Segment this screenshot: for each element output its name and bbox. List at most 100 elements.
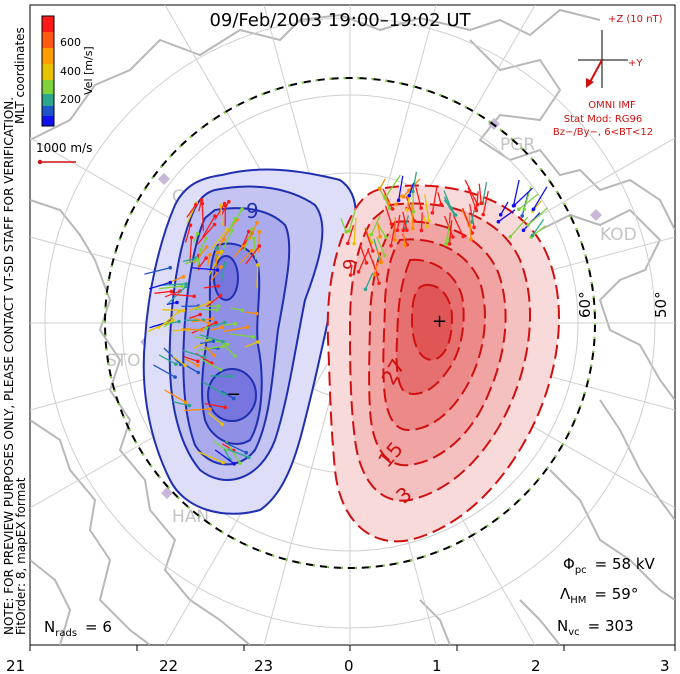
velocity-vector-origin <box>255 263 260 267</box>
velocity-vector-origin <box>377 187 382 191</box>
velocity-vector-origin <box>179 284 184 288</box>
velocity-vector-origin <box>204 256 208 260</box>
velocity-vector-origin <box>469 237 473 241</box>
scale-vector-arrow <box>37 159 76 165</box>
velocity-vector <box>443 190 452 209</box>
velocity-vector <box>412 171 418 192</box>
velocity-vector-origin <box>251 335 256 339</box>
velocity-vector <box>184 356 199 362</box>
lambda-sub: HM <box>570 595 586 606</box>
velocity-vector-origin <box>211 339 216 344</box>
velocity-vector <box>188 313 201 320</box>
velocity-vector <box>411 202 414 229</box>
velocity-vector <box>206 254 211 266</box>
velocity-vector-origin <box>403 243 407 248</box>
velocity-vector-origin <box>393 238 397 242</box>
velocity-vector <box>364 228 374 252</box>
station-label-kod: KOD <box>600 225 637 245</box>
velocity-vector <box>422 215 428 227</box>
velocity-vector-origin <box>369 232 374 237</box>
velocity-vector-origin <box>475 202 480 207</box>
velocity-vector-origin <box>419 228 424 233</box>
velocity-vector-origin <box>427 219 431 223</box>
velocity-vector-origin <box>255 220 259 225</box>
stat-phi-pc: Φpc = 58 kV <box>563 555 656 576</box>
velocity-vector-origin <box>382 253 387 258</box>
velocity-vector <box>424 194 430 222</box>
velocity-vector-origin <box>346 241 350 246</box>
velocity-vector <box>512 179 520 206</box>
velocity-vector-origin <box>521 228 526 232</box>
imf-source-label: OMNI IMF <box>588 100 636 111</box>
velocity-colorbar <box>41 15 55 127</box>
velocity-vector-origin <box>230 229 234 233</box>
velocity-vector-origin <box>177 319 181 324</box>
velocity-vector <box>172 400 190 407</box>
velocity-vector-origin <box>449 206 453 210</box>
velocity-vector-origin <box>508 235 513 239</box>
velocity-vector <box>453 215 464 237</box>
stat-lambda-hm: ΛHM = 59° <box>560 585 638 606</box>
station-label-pgr: PGR <box>500 135 535 155</box>
imf-condition-label: Bz−/By−, 6<BT<12 <box>553 127 653 138</box>
preview-note: NOTE: FOR PREVIEW PURPOSES ONLY, PLEASE … <box>2 97 16 635</box>
velocity-vector <box>183 408 211 412</box>
velocity-vector-origin <box>254 311 259 316</box>
velocity-vectors <box>144 171 549 466</box>
velocity-vector-origin <box>405 208 409 212</box>
velocity-vector <box>340 218 347 233</box>
velocity-vector <box>214 449 235 465</box>
velocity-vector-origin <box>411 189 415 194</box>
velocity-vector <box>431 187 438 213</box>
velocity-vector <box>377 222 381 237</box>
velocity-vector <box>193 308 218 311</box>
velocity-vector <box>172 329 189 332</box>
velocity-vector-origin <box>194 203 198 207</box>
velocity-vector <box>248 222 258 241</box>
velocity-vector <box>500 201 509 216</box>
velocity-vector <box>243 228 253 251</box>
velocity-vector-origin <box>219 265 223 269</box>
velocity-vector-origin <box>469 220 474 224</box>
svg-text:ΛHM= 59°: ΛHM = 59° <box>560 585 638 606</box>
velocity-vector-origin <box>183 400 188 405</box>
velocity-vector <box>164 389 186 403</box>
velocity-vector <box>223 326 248 332</box>
velocity-vector-origin <box>223 405 227 410</box>
lambda-value: = 59° <box>594 585 638 603</box>
velocity-vector-origin <box>214 320 218 325</box>
stat-n-vc: Nvc = 303 <box>557 617 634 638</box>
velocity-vector-origin <box>401 195 406 199</box>
velocity-vector <box>207 412 223 425</box>
velocity-vector <box>412 192 415 212</box>
velocity-vector-origin <box>213 214 217 218</box>
velocity-vector <box>201 203 204 231</box>
velocity-vector <box>154 290 172 294</box>
velocity-vector-origin <box>208 407 212 411</box>
velocity-vector <box>256 264 259 289</box>
velocity-vector-origin <box>199 198 204 202</box>
velocity-vector-origin <box>371 249 375 253</box>
velocity-vector <box>184 259 198 265</box>
velocity-vector <box>253 238 257 260</box>
velocity-vector-origin <box>225 342 230 347</box>
velocity-vector-origin <box>407 193 412 198</box>
velocity-vector-origin <box>204 326 208 330</box>
imf-y-label: +Y <box>628 58 643 69</box>
velocity-vector-origin <box>517 207 521 211</box>
velocity-vector-origin <box>183 363 187 368</box>
velocity-vector <box>199 334 224 343</box>
velocity-vector-origin <box>444 242 448 247</box>
velocity-vector <box>214 252 219 272</box>
velocity-vector <box>358 247 370 273</box>
hm-boundary-points <box>104 77 596 569</box>
velocity-vector-origin <box>215 268 220 272</box>
velocity-vector-origin <box>389 222 394 226</box>
velocity-vector <box>244 341 259 348</box>
velocity-vector <box>223 323 236 326</box>
velocity-vector <box>233 245 244 258</box>
velocity-vector <box>200 358 221 371</box>
velocity-vector <box>229 218 236 230</box>
colorbar-tick-600: 600 <box>60 36 81 49</box>
velocity-vector-origin <box>531 207 536 211</box>
